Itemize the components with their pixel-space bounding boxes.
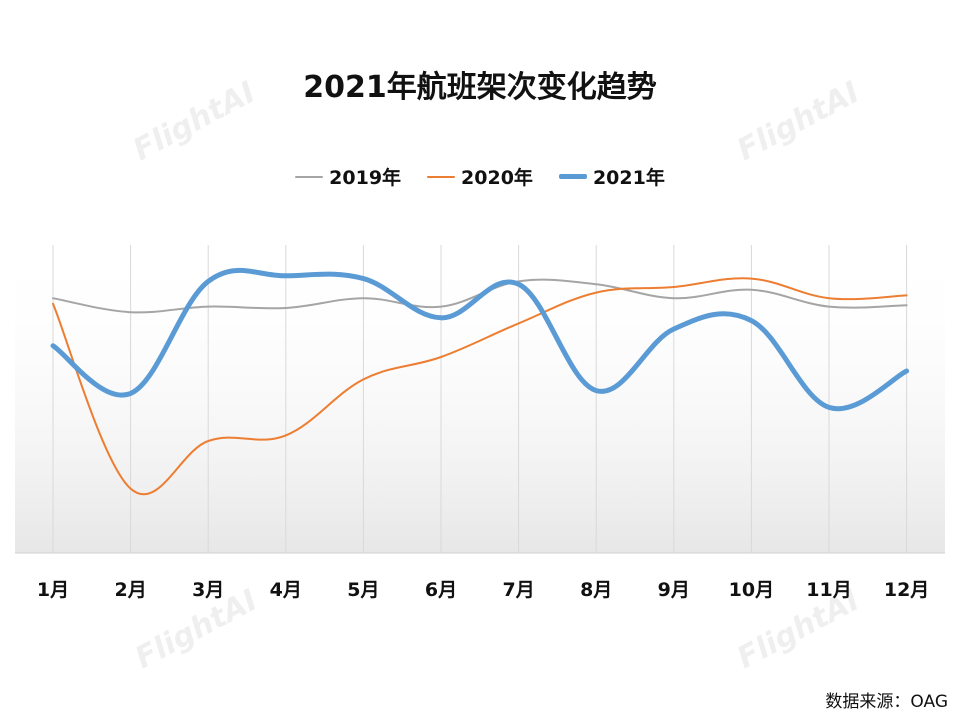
x-tick-label: 9月 (658, 579, 690, 601)
x-tick-label: 11月 (806, 579, 851, 601)
legend-label: 2020年 (461, 167, 533, 189)
series-line-3 (50, 267, 910, 412)
legend: 2019年 2020年 2021年 (0, 163, 960, 190)
source-note: 数据来源：OAG (825, 692, 948, 712)
legend-label: 2019年 (329, 167, 402, 189)
x-tick-label: 5月 (347, 579, 379, 601)
series-line-2 (52, 277, 908, 496)
chart-title: 2021年航班架次变化趋势 (303, 70, 657, 105)
x-tick-label: 7月 (502, 579, 534, 601)
x-tick-label: 2月 (114, 579, 146, 601)
legend-swatch (427, 175, 456, 178)
legend-swatch (295, 175, 324, 178)
x-tick-label: 3月 (192, 579, 224, 601)
legend-label: 2021年 (592, 167, 665, 189)
legend-item-2: 2020年 (427, 163, 533, 190)
x-tick-label: 8月 (580, 579, 612, 601)
plot-background (15, 245, 945, 553)
x-tick-label: 4月 (270, 579, 302, 601)
x-tick-label: 6月 (425, 579, 457, 601)
legend-item-1: 2019年 (295, 163, 401, 190)
legend-swatch (558, 174, 587, 179)
legend-item-3: 2021年 (558, 163, 665, 190)
x-tick-label: 10月 (729, 579, 774, 601)
x-tick-label: 1月 (37, 579, 69, 601)
x-tick-label: 12月 (884, 579, 929, 601)
